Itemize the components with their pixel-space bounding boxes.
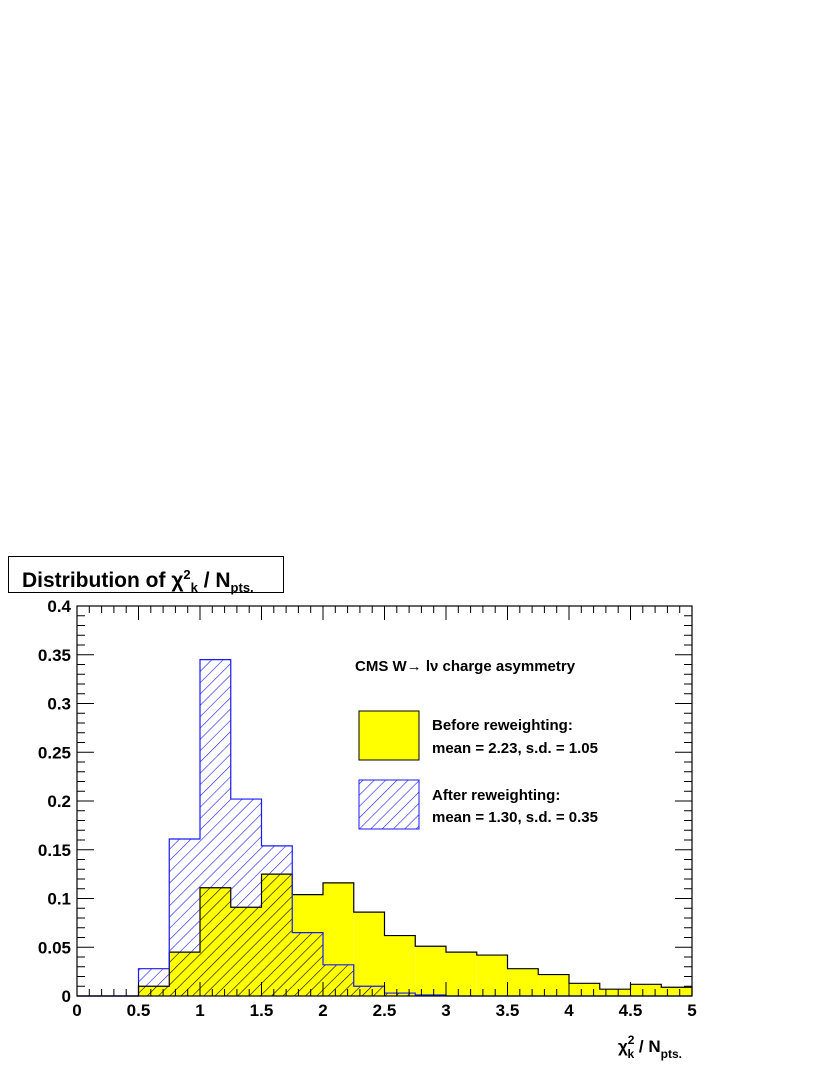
- title-middle: / N: [197, 569, 231, 592]
- histogram-bar-overlap: [384, 993, 416, 996]
- x-tick-label: 0: [72, 1001, 81, 1020]
- x-tick-label: 2.5: [373, 1001, 397, 1020]
- legend-swatch-after: [358, 779, 420, 830]
- histogram-bar: [384, 935, 416, 996]
- x-axis-title-sub: k: [627, 1047, 634, 1061]
- x-tick-label: 5: [687, 1001, 696, 1020]
- histogram-bar-overlap: [353, 986, 385, 996]
- x-tick-label: 0.5: [127, 1001, 151, 1020]
- y-tick-label: 0.15: [38, 841, 71, 860]
- title-prefix: Distribution of: [22, 569, 172, 592]
- histogram-bar: [261, 845, 293, 875]
- histogram-bar: [169, 839, 200, 953]
- histogram-bar-overlap: [138, 986, 170, 996]
- histogram-bar: [230, 799, 262, 908]
- x-axis-title-tail: pts.: [661, 1047, 682, 1061]
- histogram-bar: [138, 968, 170, 987]
- legend-stats-before: mean = 2.23, s.d. = 1.05: [432, 740, 598, 757]
- histogram-bar: [538, 974, 569, 996]
- histogram-bar-overlap: [323, 964, 354, 996]
- x-axis-title-symbol: χ: [618, 1037, 628, 1056]
- chart-title: Distribution of χ2k / Npts.: [8, 556, 284, 596]
- histogram-bar: [200, 659, 231, 888]
- tick-marks: [76, 605, 693, 997]
- y-tick-label: 0.25: [38, 743, 71, 762]
- y-tick-label: 0.05: [38, 938, 71, 957]
- legend-stats-after: mean = 1.30, s.d. = 0.35: [432, 809, 598, 826]
- x-tick-label: 4: [564, 1001, 574, 1020]
- y-tick-label: 0.1: [47, 890, 71, 909]
- histogram-bar: [476, 955, 508, 996]
- histogram-bar-overlap: [230, 907, 262, 996]
- histogram-bar-overlap: [261, 874, 293, 996]
- histogram-bar: [630, 984, 662, 996]
- x-axis-title-middle: / N: [634, 1037, 660, 1056]
- legend-label-before: Before reweighting:: [432, 717, 573, 734]
- x-axis-title: χ2 k / Npts.: [618, 1033, 682, 1061]
- histogram-bar: [661, 987, 692, 996]
- x-tick-label: 1.5: [250, 1001, 274, 1020]
- annotation-text: CMS W→ lν charge asymmetry: [355, 658, 576, 675]
- y-tick-label: 0.4: [47, 597, 71, 616]
- x-tick-label: 3: [441, 1001, 450, 1020]
- histogram-bar: [599, 989, 631, 996]
- y-tick-label: 0.35: [38, 646, 71, 665]
- legend-label-after: After reweighting:: [432, 787, 560, 804]
- y-tick-label: 0: [62, 987, 71, 1006]
- y-tick-label: 0.3: [47, 695, 71, 714]
- x-tick-label: 3.5: [496, 1001, 520, 1020]
- title-subscript: k: [190, 580, 198, 596]
- histogram-bar: [446, 952, 477, 996]
- histogram-bar-overlap: [292, 932, 323, 996]
- tick-labels: 0 0.5 1 1.5 2 2.5 3 3.5 4 4.5 5 0 0.05 0.1 0.15 0.2 0.25…: [38, 597, 697, 1020]
- histogram-bar-overlap: [200, 887, 231, 996]
- x-tick-label: 4.5: [619, 1001, 643, 1020]
- histogram-bar: [353, 912, 385, 996]
- histogram-bar: [569, 983, 600, 996]
- title-tail: pts.: [230, 580, 254, 596]
- after-reweighting-series: [77, 659, 692, 997]
- title-chi-symbol: χ: [171, 569, 184, 592]
- x-tick-label: 1: [195, 1001, 204, 1020]
- legend-swatch-before: [358, 710, 420, 761]
- x-axis-title-sup: 2: [628, 1033, 635, 1047]
- histogram-bar: [415, 946, 446, 996]
- histogram-bar-overlap: [169, 952, 200, 996]
- x-tick-label: 2: [318, 1001, 327, 1020]
- y-tick-label: 0.2: [47, 792, 71, 811]
- title-superscript: 2: [183, 567, 191, 582]
- histogram-bar: [507, 968, 539, 996]
